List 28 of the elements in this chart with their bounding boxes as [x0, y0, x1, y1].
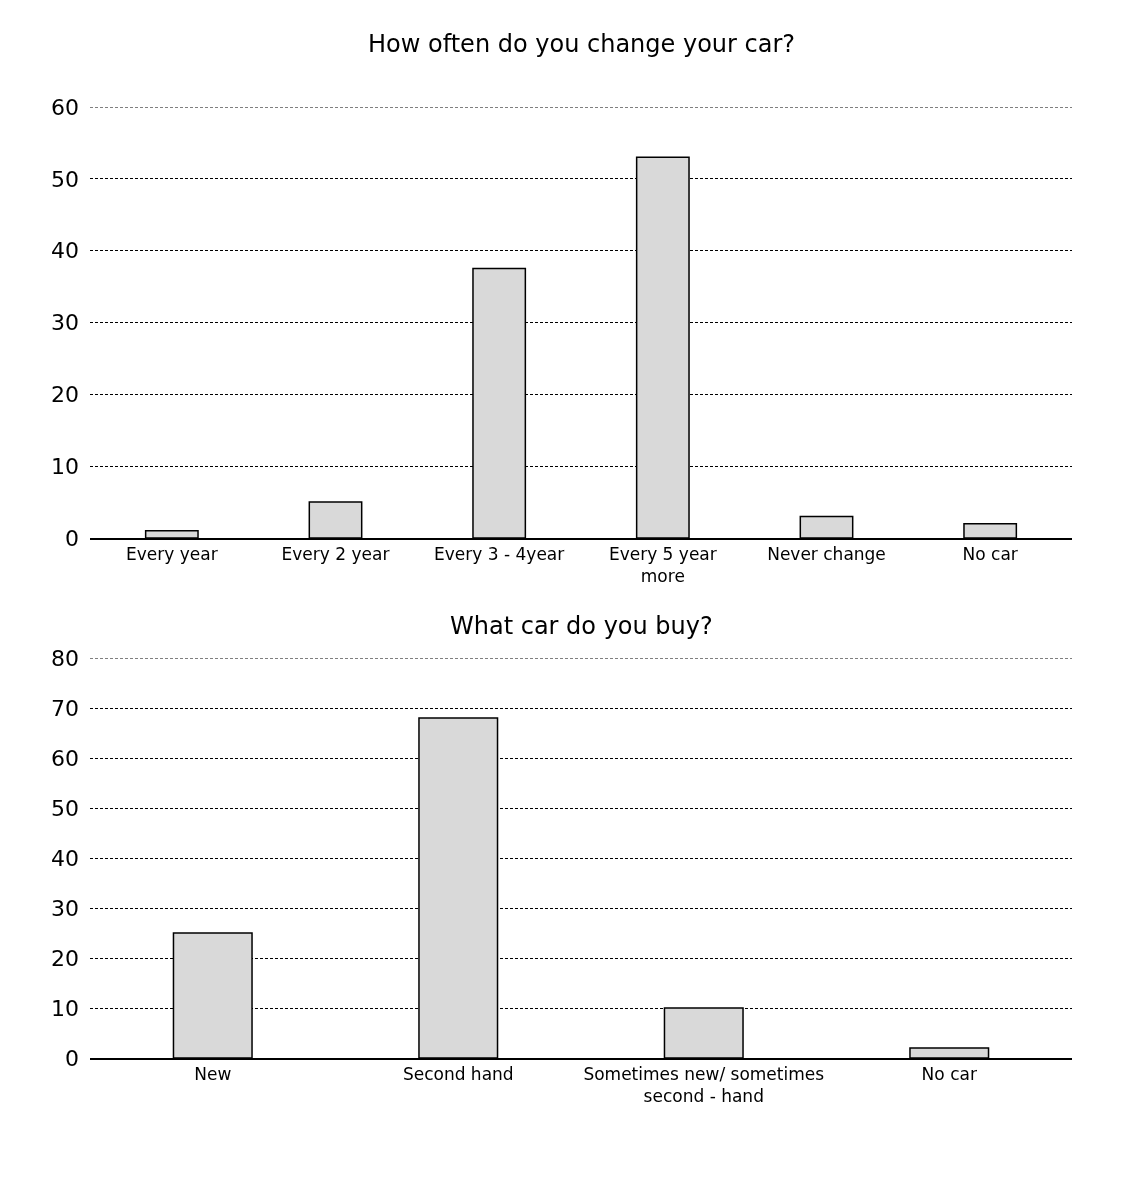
- y-tick-label: 70: [51, 695, 79, 721]
- y-tick-label: 30: [51, 895, 79, 921]
- y-tick-label: 10: [51, 453, 79, 479]
- x-tick-label: No car: [921, 1064, 977, 1085]
- y-tick-label: 40: [51, 238, 79, 264]
- y-tick-label: 10: [51, 995, 79, 1021]
- x-tick-label: Second hand: [402, 1064, 514, 1085]
- x-tick-label: Sometimes new/ sometimes second - hand: [583, 1064, 825, 1107]
- x-tick-label: No car: [962, 544, 1018, 565]
- y-tick-label: 50: [51, 166, 79, 192]
- y-tick-label: 0: [65, 525, 79, 551]
- y-tick-label: 50: [51, 795, 79, 821]
- y-tick-label: 20: [51, 945, 79, 971]
- x-tick-label: New: [194, 1064, 232, 1085]
- chart-title: What car do you buy?: [450, 612, 713, 640]
- x-tick-label: Every 2 year: [281, 544, 390, 565]
- chart-title: How often do you change your car?: [368, 30, 796, 58]
- y-tick-label: 0: [65, 1045, 79, 1071]
- y-tick-label: 60: [51, 745, 79, 771]
- y-tick-label: 20: [51, 382, 79, 408]
- y-tick-label: 40: [51, 845, 79, 871]
- x-tick-label: Every year: [126, 544, 218, 565]
- x-tick-label: Never change: [767, 544, 886, 565]
- y-tick-label: 80: [51, 645, 79, 671]
- y-tick-label: 30: [51, 310, 79, 336]
- x-tick-label: Every 5 year more: [608, 544, 717, 587]
- y-tick-label: 60: [51, 94, 79, 120]
- x-tick-label: Every 3 - 4year: [434, 544, 565, 565]
